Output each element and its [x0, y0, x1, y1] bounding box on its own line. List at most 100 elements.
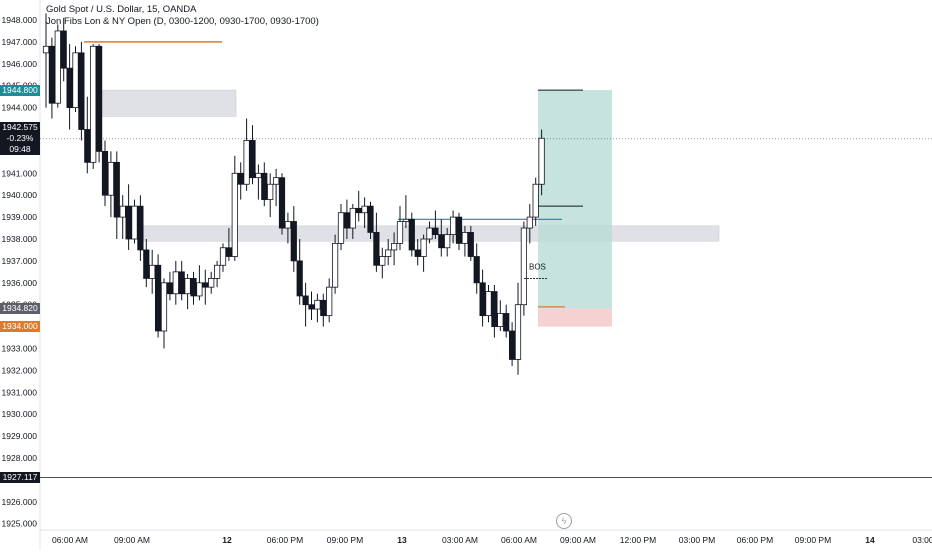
candle[interactable]: [290, 221, 297, 262]
time-tick-label: 06:00 AM: [501, 535, 537, 545]
candle[interactable]: [101, 150, 109, 196]
candle[interactable]: [331, 242, 339, 288]
candle[interactable]: [379, 256, 386, 266]
candle[interactable]: [426, 227, 433, 240]
candle[interactable]: [526, 216, 533, 229]
candle[interactable]: [532, 183, 539, 218]
candle[interactable]: [538, 137, 545, 185]
candle[interactable]: [84, 129, 91, 163]
candle[interactable]: [520, 227, 528, 306]
candle[interactable]: [48, 45, 56, 104]
indicator-title: Jon Fibs Lon & NY Open (D, 0300-1200, 09…: [46, 16, 319, 27]
candle[interactable]: [54, 30, 61, 104]
candle[interactable]: [178, 271, 185, 295]
candle[interactable]: [66, 67, 73, 108]
candle[interactable]: [225, 247, 232, 257]
candle[interactable]: [78, 52, 85, 130]
candle[interactable]: [267, 183, 274, 200]
candle[interactable]: [107, 161, 114, 196]
candle[interactable]: [314, 299, 321, 310]
candle[interactable]: [408, 218, 415, 251]
candle[interactable]: [237, 172, 244, 185]
candle[interactable]: [414, 249, 421, 257]
candle[interactable]: [361, 205, 368, 214]
candle[interactable]: [90, 45, 97, 163]
candle[interactable]: [125, 205, 132, 240]
candle[interactable]: [497, 313, 504, 327]
candle[interactable]: [284, 221, 292, 229]
candle[interactable]: [491, 291, 498, 327]
candle[interactable]: [137, 205, 144, 251]
candle[interactable]: [455, 216, 463, 244]
candle[interactable]: [337, 212, 345, 244]
candle[interactable]: [514, 304, 522, 360]
candle[interactable]: [149, 264, 156, 279]
candle[interactable]: [72, 52, 79, 108]
candle[interactable]: [302, 295, 309, 306]
long-position-stop-zone[interactable]: [538, 308, 612, 327]
candle[interactable]: [231, 172, 238, 257]
candle[interactable]: [432, 227, 439, 236]
price-tick-label: 1939.000: [2, 212, 38, 222]
candle[interactable]: [272, 177, 280, 185]
price-tick-label: 1938.000: [2, 234, 38, 244]
candle[interactable]: [326, 286, 333, 317]
candle[interactable]: [96, 45, 103, 152]
candle[interactable]: [261, 172, 268, 200]
candle[interactable]: [349, 207, 356, 229]
candle[interactable]: [113, 161, 120, 218]
candle[interactable]: [373, 232, 380, 266]
candle[interactable]: [420, 238, 427, 257]
price-badge-line: 1934.000: [2, 321, 38, 332]
candle[interactable]: [160, 282, 168, 332]
candle[interactable]: [243, 140, 250, 185]
candle[interactable]: [444, 234, 451, 249]
candle[interactable]: [343, 212, 351, 229]
time-tick-label: 03:00 AM: [442, 535, 478, 545]
candle[interactable]: [154, 264, 162, 332]
candle[interactable]: [202, 282, 209, 288]
candle[interactable]: [308, 304, 315, 310]
candle[interactable]: [213, 264, 221, 279]
candle[interactable]: [355, 207, 362, 214]
price-badge-line: 1944.800: [2, 84, 38, 95]
candle[interactable]: [385, 249, 392, 257]
candle[interactable]: [320, 299, 327, 317]
candle[interactable]: [438, 234, 445, 249]
candle[interactable]: [219, 247, 227, 266]
candle[interactable]: [278, 177, 286, 229]
candle[interactable]: [449, 216, 457, 236]
supply-zone[interactable]: [93, 89, 237, 117]
candle[interactable]: [143, 249, 150, 279]
candle[interactable]: [467, 232, 474, 257]
candle[interactable]: [508, 330, 516, 360]
candle[interactable]: [479, 282, 486, 317]
candle[interactable]: [255, 172, 262, 179]
long-position-target-zone[interactable]: [538, 90, 612, 309]
candle[interactable]: [196, 282, 203, 297]
candle[interactable]: [42, 45, 50, 54]
candle[interactable]: [60, 30, 67, 69]
candle[interactable]: [166, 282, 173, 295]
candle[interactable]: [208, 278, 215, 288]
candle[interactable]: [190, 278, 197, 297]
price-badge-line: 1927.117: [2, 471, 38, 482]
candle[interactable]: [503, 313, 510, 332]
candle[interactable]: [296, 260, 303, 297]
candle[interactable]: [119, 205, 126, 218]
candle[interactable]: [172, 271, 179, 295]
candle[interactable]: [390, 242, 398, 251]
candle[interactable]: [184, 278, 191, 295]
candle[interactable]: [131, 205, 138, 240]
candle[interactable]: [402, 218, 410, 222]
candle[interactable]: [249, 140, 256, 179]
candle[interactable]: [396, 221, 404, 244]
flash-icon[interactable]: ϟ: [556, 513, 572, 529]
candle[interactable]: [367, 205, 374, 233]
candle[interactable]: [485, 291, 492, 317]
candle[interactable]: [473, 256, 480, 284]
candle[interactable]: [461, 232, 469, 244]
time-tick-label: 09:00 PM: [327, 535, 363, 545]
